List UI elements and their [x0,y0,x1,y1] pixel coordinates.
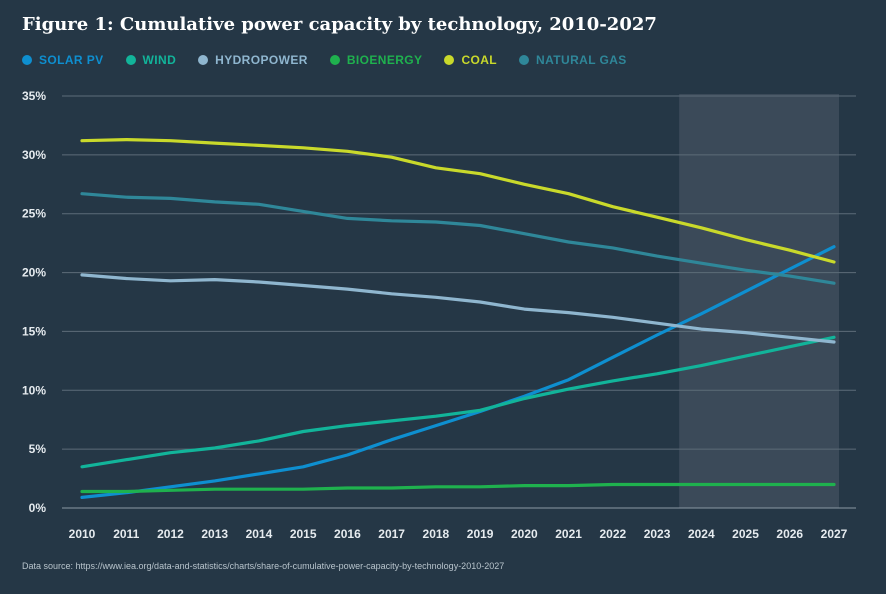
legend-item-natural-gas: NATURAL GAS [519,53,627,67]
x-tick-label: 2010 [69,527,96,541]
x-tick-label: 2011 [113,527,139,541]
x-tick-label: 2012 [157,527,184,541]
x-tick-label: 2017 [378,527,405,541]
y-tick-label: 15% [22,324,46,338]
x-tick-label: 2013 [201,527,228,541]
legend-swatch [444,55,455,65]
series-line-solar-pv [80,245,836,499]
legend-swatch [519,55,530,65]
x-tick-label: 2020 [511,527,538,541]
legend-label: NATURAL GAS [536,53,627,67]
legend-swatch [198,55,209,65]
y-tick-label: 20% [22,266,46,280]
x-tick-label: 2024 [688,527,715,541]
series-line-wind [80,335,836,469]
forecast-shading-layer [679,94,839,508]
legend-item-hydropower: HYDROPOWER [198,53,308,67]
x-tick-label: 2025 [732,527,759,541]
y-tick-label: 30% [22,148,46,162]
legend-label: HYDROPOWER [215,53,308,67]
x-tick-label: 2014 [246,527,273,541]
x-tick-label: 2015 [290,527,317,541]
series-lines [80,138,836,499]
data-source-note: Data source: https://www.iea.org/data-an… [22,561,505,571]
x-tick-label: 2026 [776,527,803,541]
y-axis-tick-labels: 0% 5% 10% 15% 20% 25% 30% 35% [22,89,46,515]
x-tick-label: 2021 [555,527,582,541]
x-tick-label: 2023 [644,527,671,541]
y-tick-label: 0% [29,501,47,515]
y-tick-label: 5% [29,442,47,456]
x-tick-label: 2016 [334,527,361,541]
x-tick-label: 2018 [423,527,450,541]
series-line-natural-gas [80,192,836,285]
x-tick-label: 2022 [599,527,626,541]
series-line-bioenergy [80,482,836,494]
x-axis-tick-labels: 2010 2011 2012 2013 2014 2015 2016 2017 2018 2019… [69,527,848,541]
legend-label: SOLAR PV [39,53,104,67]
series-line-hydropower [80,273,836,344]
legend-item-solar-pv: SOLAR PV [22,53,104,67]
chart-title: Figure 1: Cumulative power capacity by t… [22,14,657,35]
y-tick-label: 25% [22,207,46,221]
legend-label: BIOENERGY [346,53,423,67]
forecast-shading [679,94,839,508]
legend-swatch [22,55,32,65]
legend-item-coal: COAL [444,53,497,67]
legend-label: WIND [142,53,177,67]
legend-swatch [329,55,340,65]
x-tick-label: 2019 [467,527,494,541]
y-tick-label: 35% [22,89,46,103]
legend-label: COAL [461,53,498,67]
y-tick-label: 10% [22,383,46,397]
legend-item-bioenergy: BIOENERGY [329,53,423,67]
legend: SOLAR PV WIND HYDROPOWER BIOENERGY COAL … [22,53,627,67]
x-tick-label: 2027 [821,527,848,541]
legend-swatch [125,55,136,65]
series-line-coal [80,138,836,264]
legend-item-wind: WIND [125,53,177,67]
